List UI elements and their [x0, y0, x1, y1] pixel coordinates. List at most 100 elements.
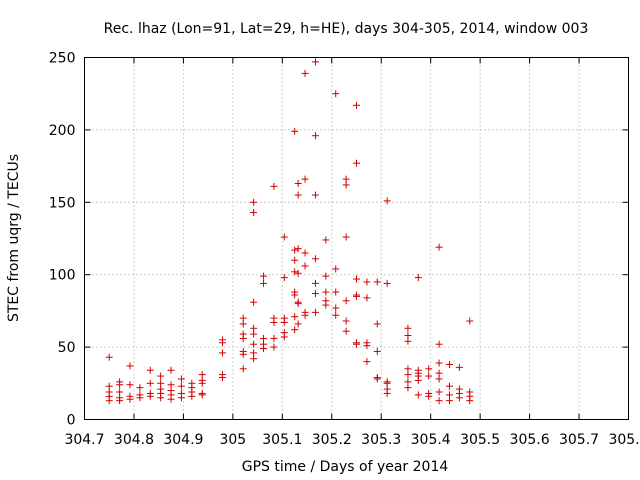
- data-point: [435, 388, 443, 396]
- data-point: [425, 392, 433, 400]
- data-point: [311, 308, 319, 316]
- data-point: [250, 298, 258, 306]
- data-point: [353, 159, 360, 167]
- x-tick-label: 305.2: [312, 432, 352, 448]
- y-tick-labels: 0 50 100 150 200 250: [49, 51, 76, 429]
- data-point: [373, 375, 381, 383]
- data-point: [301, 262, 309, 270]
- data-point: [414, 376, 422, 384]
- data-point: [425, 365, 433, 373]
- data-point: [126, 381, 134, 389]
- data-point: [270, 343, 278, 351]
- data-point: [435, 359, 443, 367]
- data-point: [146, 366, 154, 374]
- data-point: [294, 320, 302, 328]
- data-point: [167, 366, 175, 374]
- y-axis-label: STEC from uqrg / TECUs: [6, 154, 22, 322]
- data-point: [250, 355, 258, 363]
- x-tick-label: 304.9: [163, 432, 203, 448]
- data-point: [270, 334, 278, 342]
- data-point: [239, 365, 247, 373]
- data-point: [105, 397, 113, 405]
- data-point: [280, 233, 288, 241]
- data-point: [404, 371, 412, 379]
- data-point: [353, 275, 360, 283]
- y-tick-label: 100: [49, 268, 76, 284]
- x-tick-label: 304.8: [114, 432, 154, 448]
- data-point: [404, 384, 412, 392]
- y-tick-label: 250: [49, 51, 76, 67]
- data-point: [294, 300, 302, 308]
- data-point: [466, 397, 474, 405]
- data-point: [383, 389, 391, 397]
- data-point: [116, 397, 124, 405]
- y-tick-label: 150: [49, 195, 76, 211]
- data-point: [455, 363, 463, 371]
- data-point: [291, 291, 299, 299]
- data-point: [301, 311, 309, 319]
- data-point: [353, 340, 360, 348]
- data-point: [136, 384, 144, 392]
- x-tick-label: 305.7: [559, 432, 599, 448]
- data-point: [445, 382, 453, 390]
- data-point: [435, 397, 443, 405]
- data-point: [353, 292, 360, 300]
- data-point: [177, 375, 185, 383]
- y-tick-label: 0: [67, 413, 76, 429]
- data-point: [136, 394, 144, 402]
- data-point: [311, 255, 319, 263]
- plot-frame: [84, 57, 629, 420]
- data-point: [294, 269, 302, 277]
- data-point: [342, 297, 350, 305]
- data-point: [342, 233, 350, 241]
- data-point: [332, 90, 340, 98]
- data-point: [322, 301, 330, 309]
- x-tick-label: 305.4: [411, 432, 451, 448]
- data-point: [126, 395, 134, 403]
- data-point: [311, 279, 319, 287]
- data-point: [322, 236, 330, 244]
- data-point: [218, 374, 226, 382]
- data-point: [363, 278, 371, 286]
- data-point: [342, 317, 350, 325]
- data-point: [435, 340, 443, 348]
- x-tick-label: 305.6: [510, 432, 550, 448]
- data-point: [280, 274, 288, 282]
- data-point: [363, 342, 371, 350]
- data-point: [373, 347, 381, 355]
- data-point: [373, 278, 381, 286]
- data-point: [435, 243, 443, 251]
- data-point: [250, 198, 258, 206]
- data-point: [260, 279, 268, 287]
- x-tick-label: 305.3: [361, 432, 401, 448]
- data-point: [294, 245, 302, 253]
- data-point: [116, 381, 124, 389]
- data-point: [291, 246, 299, 254]
- data-point: [404, 324, 412, 332]
- data-point: [294, 191, 302, 199]
- data-point: [301, 175, 309, 183]
- data-point: [167, 395, 175, 403]
- data-point: [332, 311, 340, 319]
- data-point: [146, 379, 154, 387]
- x-tick-label: 305.1: [262, 432, 302, 448]
- data-point: [218, 349, 226, 357]
- data-point: [414, 391, 422, 399]
- y-tick-label: 50: [58, 340, 76, 356]
- data-point: [342, 181, 350, 189]
- data-point: [198, 379, 206, 387]
- data-point: [177, 394, 185, 402]
- data-point: [445, 397, 453, 405]
- data-point: [311, 58, 319, 66]
- x-tick-label: 305.5: [460, 432, 500, 448]
- y-tick-label: 200: [49, 123, 76, 139]
- data-point: [157, 372, 165, 380]
- data-point: [301, 249, 309, 257]
- data-point: [301, 69, 309, 77]
- data-point: [466, 317, 474, 325]
- data-point: [435, 375, 443, 383]
- data-point: [270, 318, 278, 326]
- data-point: [146, 392, 154, 400]
- data-point: [363, 294, 371, 302]
